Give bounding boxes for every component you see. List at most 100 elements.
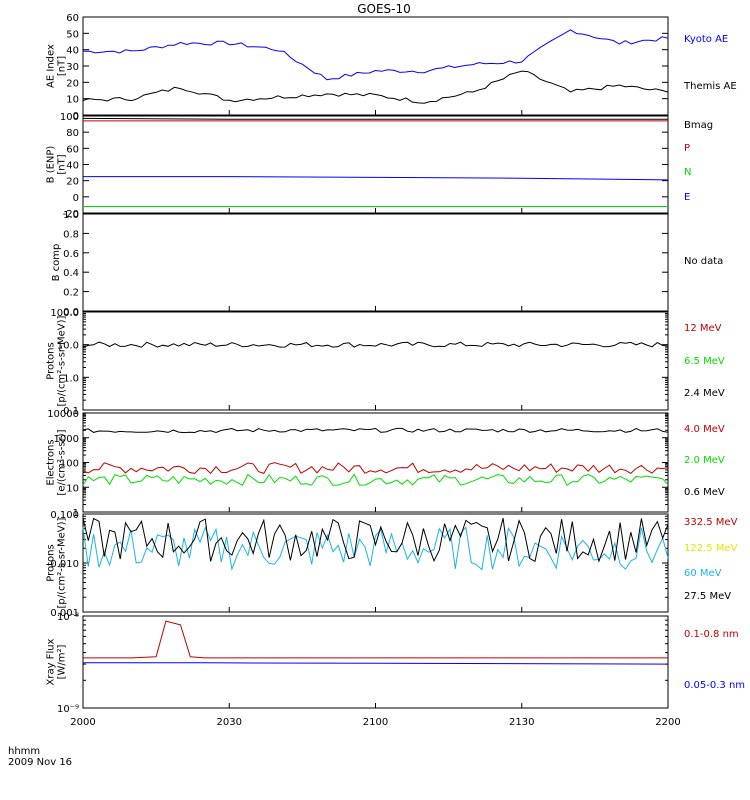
series-line-kyoto-ae <box>82 29 669 81</box>
legend-label: 0.05-0.3 nm <box>684 680 745 691</box>
panel-electrons: 1 10 100 1000 10000 Electrons [e/(cm²-s-sr)] 4.… <box>46 409 725 519</box>
footer-date: 2009 Nov 16 <box>8 757 72 768</box>
y-axis-title: Protons <box>46 342 57 379</box>
y-axis-title: [e/(cm²-s-sr)] <box>57 429 68 495</box>
y-tick-label: 50 <box>66 29 79 40</box>
y-tick-label: 30 <box>66 62 79 73</box>
y-tick-label: 40 <box>66 161 79 172</box>
y-tick-label: 1.0 <box>63 373 79 384</box>
x-tick-label: 2100 <box>363 717 388 728</box>
legend-label: 2.4 MeV <box>684 388 725 399</box>
x-tick-label: 2030 <box>217 717 242 728</box>
y-tick-label: 0.4 <box>63 268 79 279</box>
footer-hhmm: hhmm <box>8 746 40 757</box>
series-line-bmag <box>82 117 668 120</box>
series-line-0-6-mev <box>82 427 669 434</box>
panel-frame <box>82 311 669 411</box>
y-tick-label: 0 <box>73 111 79 122</box>
y-tick-label: 10⁻⁸ <box>57 612 79 623</box>
series-line-27-5-mev <box>82 517 669 563</box>
panel-frame <box>82 16 669 116</box>
y-tick-label: 10.0 <box>57 341 79 352</box>
y-tick-label: 60 <box>66 144 79 155</box>
plot-title: GOES-10 <box>357 2 411 16</box>
y-tick-label: 100 <box>60 459 79 470</box>
y-axis-title: [W/m²] <box>57 644 68 679</box>
y-tick-label: 100 <box>60 112 79 123</box>
y-tick-label: 0.8 <box>63 229 79 240</box>
legend-label: 332.5 MeV <box>684 517 738 528</box>
panel-bfield: -20 0 20 40 60 80 100 B (ENP) [nT] Bmag P N E <box>46 112 714 220</box>
y-tick-label: 60 <box>66 13 79 24</box>
panel-frame <box>82 213 669 312</box>
x-tick-label: 2130 <box>509 717 534 728</box>
series-line-2-0-mev <box>82 473 669 486</box>
y-tick-label: 1 <box>73 508 79 519</box>
y-tick-label: 20 <box>66 177 79 188</box>
legend-label: 0.6 MeV <box>684 487 725 498</box>
legend-label: No data <box>684 256 723 267</box>
legend-label: N <box>684 167 691 178</box>
y-axis-title: [nT] <box>57 56 68 76</box>
panel-frame <box>82 115 669 214</box>
series-line-4-0-mev <box>82 462 669 475</box>
y-tick-label: 10 <box>66 483 79 494</box>
series-line-0-1-0-8-nm <box>83 620 668 659</box>
panel-bcomp: 0.0 0.2 0.4 0.6 0.8 1.0 B comp No data <box>51 210 723 318</box>
y-tick-label: 1.0 <box>63 210 79 221</box>
y-tick-label: 0.2 <box>63 288 79 299</box>
legend-label: 27.5 MeV <box>684 591 731 602</box>
legend-label: 60 MeV <box>684 568 722 579</box>
panel-frame <box>82 513 669 613</box>
y-axis-title: B (ENP) <box>46 146 57 184</box>
legend-label: P <box>684 143 690 154</box>
panel-frame <box>82 615 669 709</box>
series-line-e <box>83 176 669 181</box>
legend-label: Themis AE <box>683 81 737 92</box>
panel-xray: 10⁻⁹ 10⁻⁸ Xray Flux [W/m²] 0.1-0.8 nm 0.05-0.… <box>46 612 746 715</box>
y-tick-label: 10 <box>66 95 79 106</box>
y-axis-title: Electrons <box>46 439 57 485</box>
legend-label: 0.1-0.8 nm <box>684 629 739 640</box>
x-tick-label: 2000 <box>70 717 95 728</box>
y-axis-title: [p/(cm²-s-sr-MeV)] <box>57 315 68 406</box>
y-axis-title: [nT] <box>57 154 68 174</box>
y-tick-label: 10000 <box>47 409 79 420</box>
panel-ae: 0 10 20 30 40 50 60 AE Index [nT] Kyoto AE Themis … <box>46 13 737 122</box>
y-tick-label: 100.0 <box>50 308 79 319</box>
legend-label: Bmag <box>684 120 713 131</box>
panel-protons_lo: 0.001 0.010 0.100 Protons [p/(cm²-s-sr-MeV)]… <box>46 510 738 619</box>
legend-label: 4.0 MeV <box>684 424 725 435</box>
y-tick-label: 80 <box>66 128 79 139</box>
legend-label: 122.5 MeV <box>684 543 738 554</box>
y-tick-label: 0.0 <box>63 307 79 318</box>
y-axis-title: AE Index <box>46 44 57 88</box>
series-line-2-4-mev <box>82 341 669 348</box>
legend-label: 2.0 MeV <box>684 455 725 466</box>
y-tick-label: 0.010 <box>50 559 79 570</box>
y-axis-title: B comp <box>51 244 62 282</box>
y-tick-label: 40 <box>66 46 79 57</box>
y-tick-label: 0.1 <box>63 406 79 417</box>
y-tick-label: 20 <box>66 78 79 89</box>
y-tick-label: 1000 <box>54 434 79 445</box>
y-tick-label: 10⁻⁹ <box>57 704 79 715</box>
legend-label: E <box>684 192 690 203</box>
y-axis-title: [p/(cm²-s-sr-MeV)] <box>57 517 68 608</box>
y-tick-label: 0.6 <box>63 249 79 260</box>
panel-protons_hi: 0.1 1.0 10.0 100.0 Protons [p/(cm²-s-sr-MeV)]… <box>46 308 725 417</box>
legend-label: 6.5 MeV <box>684 356 725 367</box>
legend-label: Kyoto AE <box>684 34 728 45</box>
y-axis-title: Xray Flux <box>46 638 57 685</box>
y-axis-title: Protons <box>46 544 57 581</box>
series-line-0-05-0-3-nm <box>83 662 669 665</box>
y-tick-label: 0 <box>73 193 79 204</box>
time-axis: 2000 2030 2100 2130 2200 <box>70 717 680 728</box>
series-line-60-mev <box>82 526 669 572</box>
x-tick-label: 2200 <box>655 717 680 728</box>
y-tick-label: -20 <box>63 209 79 220</box>
y-tick-label: 0.100 <box>50 510 79 521</box>
y-tick-label: 0.001 <box>50 608 79 619</box>
